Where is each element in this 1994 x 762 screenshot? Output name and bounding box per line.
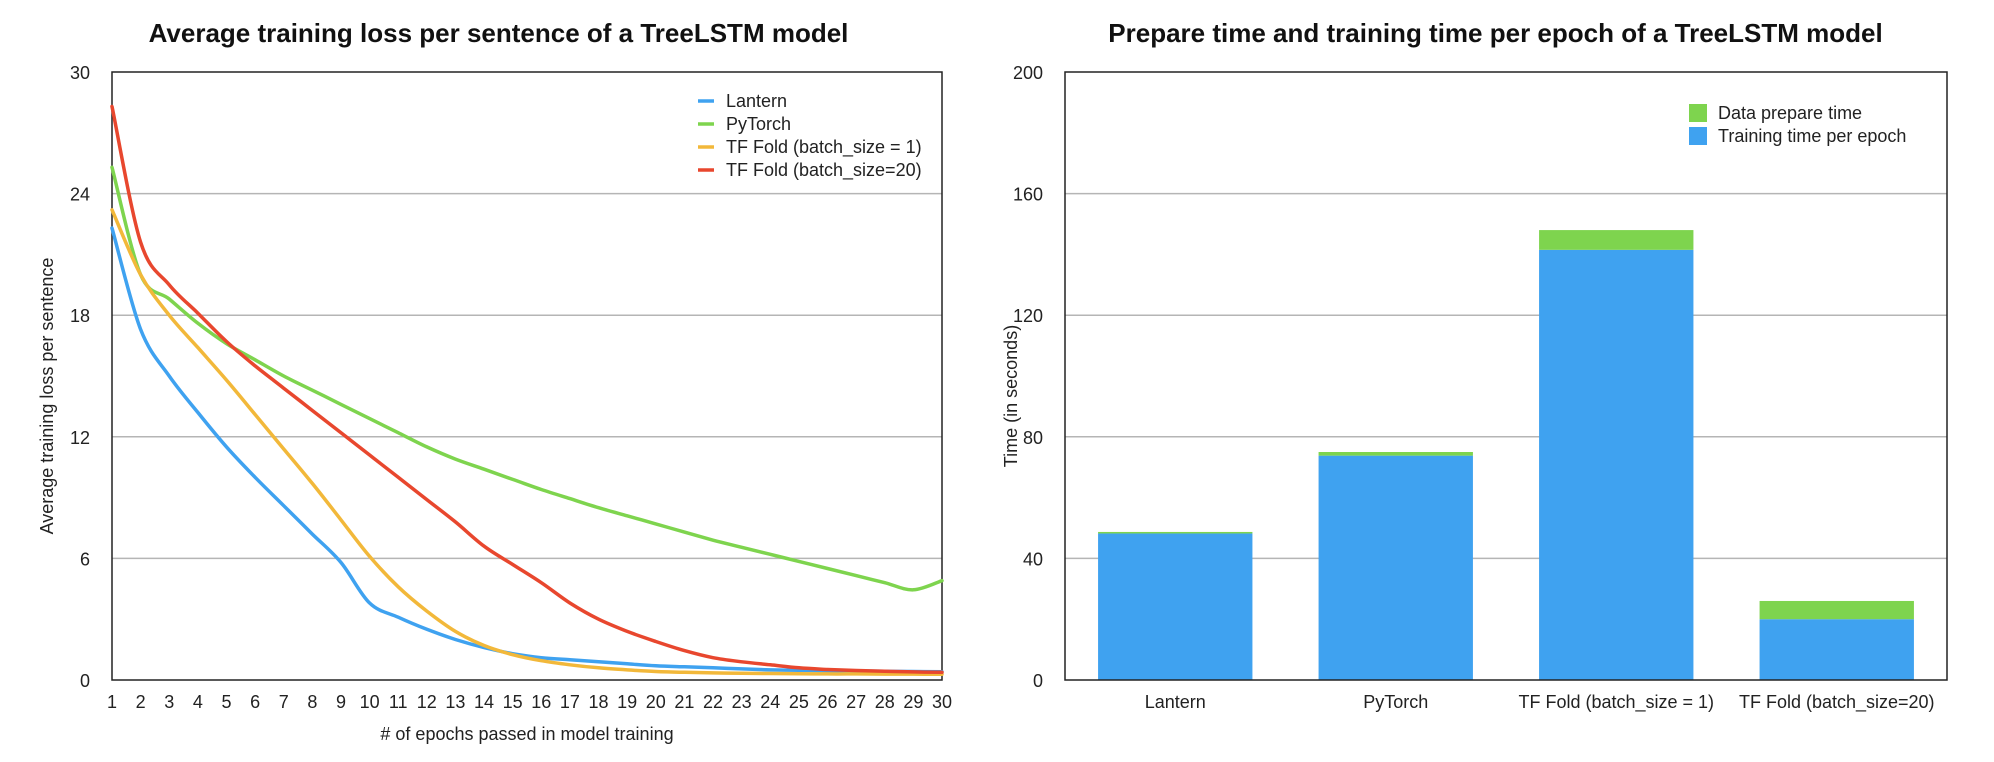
x-tick-label: 7 [279,692,289,712]
bar-prepare-time [1759,600,1914,620]
time-chart-panel: Prepare time and training time per epoch… [997,0,1994,762]
x-tick-label: 19 [617,692,637,712]
x-tick-label: 11 [389,692,408,712]
x-tick-label: 24 [760,692,780,712]
x-tick-label: 5 [221,692,231,712]
x-tick-label: 8 [307,692,317,712]
series-line [110,226,944,674]
loss-chart-panel: Average training loss per sentence of a … [37,18,952,744]
x-tick-label: 28 [875,692,895,712]
bar-training-time [1539,249,1694,680]
x-tick-label: 6 [250,692,260,712]
y-tick-label: 120 [1013,306,1043,326]
bar-prepare-time [1539,230,1694,250]
x-tick-label: 25 [789,692,809,712]
time-chart-title: Prepare time and training time per epoch… [1108,18,1883,48]
series-line [110,208,944,677]
y-tick-label: 200 [1013,63,1043,83]
bar-training-time [1759,619,1914,680]
bar-prepare-time [1318,452,1473,456]
x-axis-label: # of epochs passed in model training [380,724,673,744]
y-tick-label: 160 [1013,185,1043,205]
x-tick-label: 23 [732,692,752,712]
y-tick-label: 40 [1023,549,1043,569]
series-line [110,104,944,675]
y-tick-label: 12 [70,428,90,448]
x-tick-label: 29 [903,692,923,712]
legend-label: TF Fold (batch_size=20) [726,160,922,181]
x-tick-label: 3 [164,692,174,712]
x-tick-label: 26 [818,692,838,712]
x-tick-label: 14 [474,692,494,712]
x-tick-label: 16 [531,692,551,712]
x-tick-label: 12 [417,692,437,712]
x-tick-label: 13 [445,692,465,712]
x-tick-label: 18 [589,692,609,712]
x-tick-label: 15 [503,692,523,712]
bar-training-time [1098,533,1253,680]
y-tick-label: 6 [80,549,90,569]
plot-frame [1064,71,1948,681]
legend-label: Lantern [726,91,787,111]
bar-prepare-time [1098,531,1253,534]
y-tick-label: 80 [1023,428,1043,448]
x-tick-label: 22 [703,692,723,712]
legend-label: PyTorch [726,114,791,134]
category-label: Lantern [1145,692,1206,712]
x-tick-label: 21 [674,692,694,712]
category-label: PyTorch [1363,692,1428,712]
y-axis-label: Time (in seconds) [1001,325,1021,467]
y-tick-label: 24 [70,185,90,205]
x-tick-label: 4 [193,692,203,712]
legend-swatch [1689,127,1707,145]
x-tick-label: 17 [560,692,580,712]
y-tick-label: 0 [1033,671,1043,691]
y-tick-label: 30 [70,63,90,83]
legend-label: Training time per epoch [1718,126,1906,146]
y-tick-label: 0 [80,671,90,691]
y-axis-label: Average training loss per sentence [37,258,57,535]
x-tick-label: 30 [932,692,952,712]
time-chart: 0 40 80 120 160 200 Time (in seconds) Lantern Py… [1001,63,1948,713]
x-tick-label: 2 [136,692,146,712]
loss-chart-title: Average training loss per sentence of a … [148,18,849,48]
bar-training-time [1318,455,1473,680]
legend-label: TF Fold (batch_size = 1) [726,137,922,158]
x-tick-label: 1 [107,692,117,712]
series-line [110,165,944,592]
legend-swatch [1689,104,1707,122]
x-tick-label: 9 [336,692,346,712]
y-tick-label: 18 [70,306,90,326]
x-tick-label: 27 [846,692,866,712]
x-tick-label: 10 [360,692,380,712]
category-label: TF Fold (batch_size=20) [1739,692,1935,713]
plot-frame [111,71,943,681]
x-tick-label: 20 [646,692,666,712]
legend-label: Data prepare time [1718,103,1862,123]
category-label: TF Fold (batch_size = 1) [1518,692,1714,713]
